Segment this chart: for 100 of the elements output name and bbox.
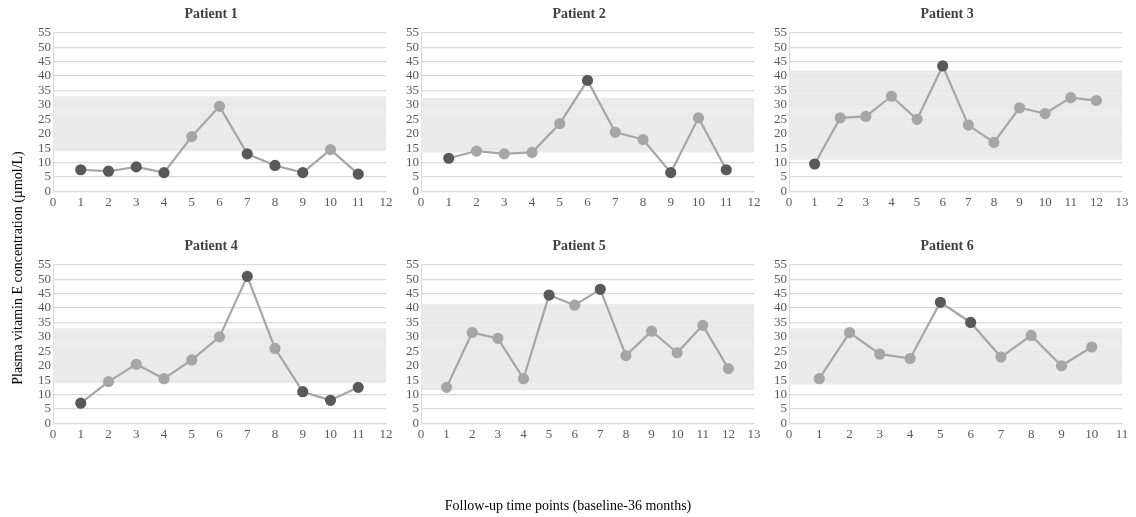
y-tick-label: 45	[38, 285, 51, 301]
y-tick-label: 45	[774, 53, 787, 69]
x-tick-label: 4	[520, 425, 528, 441]
y-tick-label: 20	[774, 357, 787, 373]
chart-title: Patient 1	[184, 6, 238, 22]
y-tick-label: 15	[406, 371, 419, 387]
x-tick-label: 8	[1027, 425, 1035, 441]
x-tick-label: 3	[133, 193, 140, 209]
y-tick-label: 10	[406, 385, 419, 401]
y-tick-label: 5	[412, 400, 419, 416]
y-tick-label: 25	[774, 342, 787, 358]
x-tick-label: 1	[816, 425, 823, 441]
y-tick-label: 10	[38, 385, 51, 401]
point	[904, 352, 916, 365]
point	[324, 143, 337, 156]
y-tick-label: 35	[774, 81, 787, 97]
x-tick-label: 1	[811, 193, 818, 209]
x-tick-label: 11	[1115, 425, 1129, 441]
point	[937, 60, 949, 72]
y-tick-label: 35	[38, 313, 51, 329]
point	[324, 394, 337, 406]
point	[130, 161, 142, 173]
x-tick-label: 1	[77, 193, 84, 209]
point	[443, 152, 455, 164]
point	[241, 148, 253, 160]
x-tick-label: 12	[1089, 193, 1103, 209]
x-tick-label: 4	[160, 425, 168, 441]
y-tick-label: 0	[412, 182, 419, 198]
chart-title: Patient 3	[920, 6, 974, 22]
y-tick-label: 30	[38, 328, 51, 344]
y-tick-label: 15	[38, 139, 51, 155]
x-tick-label: 8	[990, 193, 998, 209]
x-tick-label: 2	[473, 193, 480, 209]
y-tick-label: 30	[774, 328, 787, 344]
x-tick-label: 12	[721, 425, 735, 441]
y-tick-label: 25	[38, 342, 51, 358]
y-tick-label: 35	[406, 313, 419, 329]
y-tick-label: 5	[44, 168, 51, 184]
x-tick-label: 12	[379, 425, 393, 441]
point	[526, 146, 538, 159]
y-tick-label: 45	[38, 53, 51, 69]
point	[645, 325, 658, 337]
y-tick-label: 35	[406, 81, 419, 97]
point	[1013, 102, 1026, 114]
x-tick-label: 10	[1038, 193, 1052, 209]
y-tick-label: 30	[774, 96, 787, 112]
x-tick-label: 5	[913, 193, 921, 209]
y-tick-label: 15	[406, 139, 419, 155]
y-tick-label: 40	[774, 67, 787, 83]
point	[671, 347, 683, 359]
point	[297, 386, 309, 398]
x-tick-label: 1	[77, 425, 84, 441]
y-tick-label: 40	[38, 67, 51, 83]
point	[594, 283, 606, 295]
x-axis-title: Follow-up time points (baseline-36 months)	[444, 498, 692, 514]
y-tick-label: 25	[774, 110, 787, 126]
x-tick-label: 7	[965, 193, 973, 209]
x-tick-label: 12	[747, 193, 761, 209]
point	[1039, 107, 1051, 120]
point	[1090, 94, 1102, 107]
x-tick-label: 11	[696, 425, 710, 441]
chart-title: Patient 2	[552, 6, 606, 22]
x-tick-label: 5	[545, 425, 553, 441]
point	[554, 118, 566, 130]
point	[1025, 329, 1037, 342]
point	[962, 119, 974, 131]
chart-title: Patient 5	[552, 238, 606, 254]
x-tick-label: 3	[876, 425, 884, 441]
point	[885, 90, 898, 102]
point	[158, 167, 170, 179]
x-tick-label: 2	[846, 425, 853, 441]
x-tick-label: 3	[862, 193, 870, 209]
point	[130, 358, 142, 370]
x-tick-label: 1	[443, 425, 450, 441]
point	[297, 167, 309, 179]
y-tick-label: 0	[780, 182, 787, 198]
chart-title: Patient 4	[184, 238, 238, 254]
y-tick-label: 5	[412, 168, 419, 184]
x-tick-label: 10	[692, 193, 705, 209]
point	[1086, 341, 1098, 353]
point	[75, 397, 87, 409]
x-tick-label: 10	[324, 425, 337, 441]
x-tick-label: 9	[1016, 193, 1023, 209]
point	[934, 296, 946, 308]
point	[352, 381, 364, 393]
x-tick-label: 10	[670, 425, 684, 441]
y-tick-label: 45	[406, 53, 419, 69]
x-tick-label: 2	[468, 425, 476, 441]
x-tick-label: 9	[648, 425, 655, 441]
point	[1065, 92, 1077, 104]
point	[186, 354, 198, 366]
point	[441, 381, 453, 393]
point	[492, 332, 504, 344]
y-tick-label: 30	[406, 328, 419, 344]
x-tick-label: 11	[719, 193, 733, 209]
x-tick-label: 4	[906, 425, 914, 441]
y-tick-label: 10	[774, 385, 787, 401]
x-tick-label: 11	[351, 193, 365, 209]
y-tick-label: 30	[38, 96, 51, 112]
y-tick-label: 0	[44, 414, 51, 430]
